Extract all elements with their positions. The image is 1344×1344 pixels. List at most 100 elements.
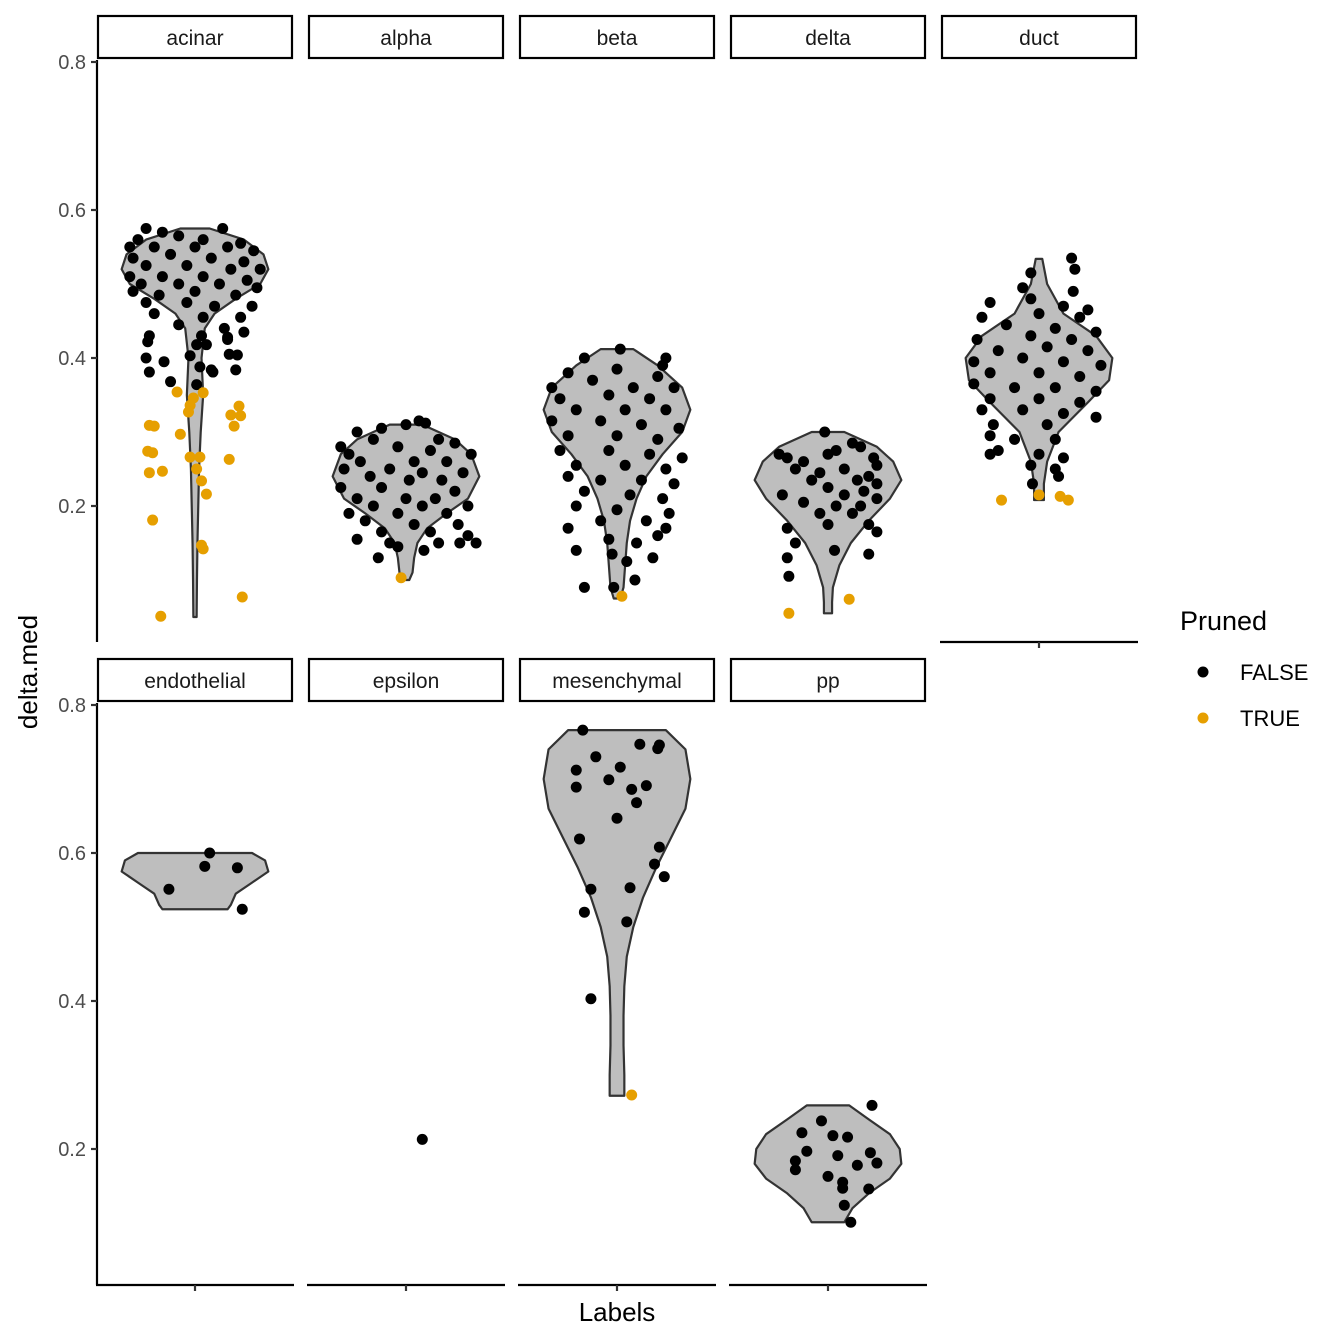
point-true xyxy=(228,420,240,432)
point-true xyxy=(147,447,159,459)
point-false xyxy=(1090,411,1102,423)
point-false xyxy=(789,1164,801,1176)
point-false xyxy=(1033,308,1045,320)
point-false xyxy=(631,537,643,549)
point-false xyxy=(1057,408,1069,419)
point-false xyxy=(842,1131,854,1143)
point-false xyxy=(864,1147,876,1159)
y-tick-label: 0.4 xyxy=(58,348,86,370)
point-false xyxy=(400,419,412,431)
facet-panel-pp: pp xyxy=(729,657,927,1291)
point-false xyxy=(189,285,201,297)
point-false xyxy=(441,456,453,468)
point-false xyxy=(1025,459,1037,471)
point-false xyxy=(562,430,574,442)
point-false xyxy=(652,371,664,382)
point-false xyxy=(364,470,376,482)
point-false xyxy=(984,448,996,460)
point-false xyxy=(570,459,582,471)
point-false xyxy=(343,507,355,519)
point-false xyxy=(205,252,217,264)
point-false xyxy=(653,739,665,751)
point-false xyxy=(829,544,841,556)
point-false xyxy=(424,526,436,538)
facet-panel-duct: duct xyxy=(940,14,1138,648)
point-false xyxy=(235,237,247,249)
point-false xyxy=(204,847,216,859)
point-false xyxy=(838,463,850,475)
point-false xyxy=(1033,393,1045,405)
point-false xyxy=(619,459,631,471)
facet-panel-epsilon: epsilon xyxy=(307,657,505,1291)
point-false xyxy=(858,485,870,497)
facet-strip-label: epsilon xyxy=(373,670,440,693)
point-true xyxy=(147,514,159,526)
point-false xyxy=(578,581,590,593)
point-false xyxy=(1025,267,1037,279)
point-false xyxy=(1033,448,1045,460)
point-false xyxy=(392,541,404,553)
point-false xyxy=(222,241,234,253)
point-false xyxy=(223,348,235,360)
point-false xyxy=(470,537,482,549)
point-false xyxy=(1017,404,1029,416)
point-false xyxy=(657,493,669,505)
point-false xyxy=(653,841,665,853)
point-false xyxy=(1041,341,1053,353)
point-false xyxy=(1025,293,1037,305)
point-false xyxy=(235,311,247,323)
point-false xyxy=(403,474,415,486)
point-false xyxy=(546,382,558,394)
point-false xyxy=(156,271,168,283)
y-tick-label: 0.2 xyxy=(58,1139,86,1161)
point-false xyxy=(1074,311,1086,323)
point-false xyxy=(796,1127,808,1139)
point-false xyxy=(1009,433,1021,445)
point-false xyxy=(199,860,211,872)
point-false xyxy=(871,1157,883,1169)
point-false xyxy=(789,1155,801,1167)
point-false xyxy=(338,463,350,475)
point-true xyxy=(1033,489,1045,501)
point-false xyxy=(1069,263,1081,275)
point-true xyxy=(174,428,186,440)
point-false xyxy=(578,485,590,497)
point-false xyxy=(1082,304,1094,316)
facet-strip-label: pp xyxy=(816,670,839,693)
point-false xyxy=(367,433,379,445)
point-true xyxy=(156,465,168,477)
facet-strip-label: endothelial xyxy=(144,670,246,693)
point-false xyxy=(251,282,263,294)
point-false xyxy=(660,404,672,416)
point-false xyxy=(1082,345,1094,357)
point-false xyxy=(658,871,670,883)
point-false xyxy=(1057,300,1069,312)
point-false xyxy=(570,544,582,556)
point-false xyxy=(570,404,582,416)
point-false xyxy=(143,366,155,378)
point-false xyxy=(595,515,607,527)
point-false xyxy=(822,482,834,493)
point-false xyxy=(635,474,647,486)
legend-label-false: FALSE xyxy=(1240,660,1308,685)
point-false xyxy=(783,570,795,582)
facet-panel-endothelial: endothelial xyxy=(96,657,294,1291)
point-false xyxy=(863,1183,875,1195)
point-false xyxy=(384,463,396,475)
point-false xyxy=(343,448,355,460)
point-false xyxy=(987,419,999,431)
y-tick-label: 0.6 xyxy=(58,843,86,865)
facet-panels: acinar alpha beta delta duct endothelial epsil… xyxy=(58,14,1138,1291)
point-false xyxy=(819,426,831,438)
point-false xyxy=(611,430,623,442)
point-false xyxy=(408,519,420,530)
point-false xyxy=(562,522,574,534)
facet-strip xyxy=(96,14,294,60)
point-false xyxy=(158,356,170,368)
point-false xyxy=(135,278,147,290)
point-false xyxy=(197,271,209,283)
point-false xyxy=(457,467,469,479)
point-false xyxy=(351,533,363,545)
y-tick-label: 0.8 xyxy=(58,52,86,74)
point-false xyxy=(222,331,234,343)
